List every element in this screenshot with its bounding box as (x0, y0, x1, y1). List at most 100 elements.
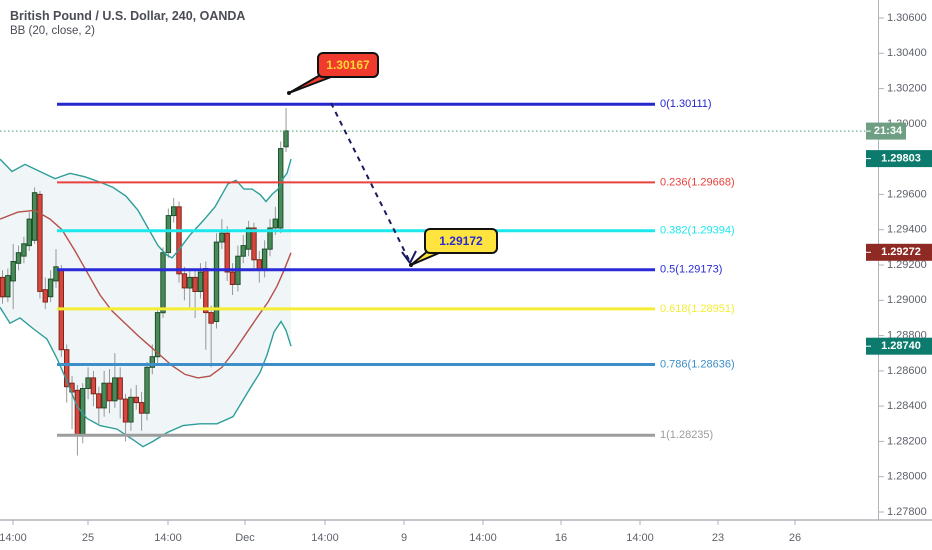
fib-label-0.382: 0.382(1.29394) (660, 225, 735, 237)
price-callout-target[interactable]: 1.29172 (424, 228, 498, 254)
candle (208, 312, 214, 324)
candle (160, 252, 166, 314)
time-label: 14:00 (626, 532, 654, 544)
target_callout-anchor-dot (409, 263, 413, 267)
time-label: 23 (712, 532, 724, 544)
fib-label-0.618: 0.618(1.28951) (660, 303, 735, 315)
bb-lower-tag-label: 1.28740 (881, 340, 921, 352)
candle (138, 402, 145, 414)
candle (15, 252, 22, 264)
candle (149, 356, 156, 368)
countdown-tag-label: 21:34 (874, 125, 903, 137)
price-callout-sell[interactable]: 1.30167 (317, 52, 379, 78)
candle (197, 271, 204, 293)
candle (278, 148, 284, 229)
candle (5, 275, 11, 298)
candle (101, 382, 107, 409)
candle (106, 382, 113, 402)
candle (64, 349, 70, 388)
bb-basis-tag-label: 1.29272 (881, 246, 921, 258)
bb-basis-tag (866, 243, 932, 261)
candle (128, 396, 134, 423)
fib-label-0.786: 0.786(1.28636) (660, 358, 735, 370)
candle (37, 193, 43, 292)
candle (229, 271, 236, 286)
price-label: 1.27800 (887, 506, 927, 518)
candle (192, 276, 198, 292)
price-label: 1.28000 (887, 471, 927, 483)
projection-arrowhead (409, 250, 417, 264)
candle (272, 218, 279, 229)
sell_callout-anchor-dot (287, 91, 291, 95)
price-label: 1.30200 (887, 83, 927, 95)
fib-label-0: 0(1.30111) (660, 98, 712, 110)
bb-upper-tag (866, 150, 932, 168)
time-label: 14:00 (154, 532, 182, 544)
price-label: 1.28400 (887, 400, 927, 412)
candle (53, 266, 59, 282)
time-label: 14:00 (311, 532, 339, 544)
bb-lower-tag (866, 337, 932, 355)
candle (171, 206, 177, 217)
candle (31, 192, 38, 241)
candle (203, 268, 209, 314)
candle (245, 227, 252, 250)
candle (144, 366, 150, 414)
candle (122, 398, 129, 423)
time-label: 25 (82, 532, 94, 544)
price-label: 1.28600 (887, 365, 927, 377)
candle (283, 130, 289, 148)
candle (85, 377, 91, 389)
fib-label-0.5: 0.5(1.29173) (660, 264, 722, 276)
price-label: 1.30600 (887, 12, 927, 24)
price-callout-target-text: 1.29172 (439, 234, 483, 248)
candle (90, 377, 97, 395)
candle (224, 232, 230, 273)
candle (47, 278, 54, 298)
price-label: 1.30400 (887, 47, 927, 59)
candle (176, 206, 182, 275)
price-callout-sell-text: 1.30167 (326, 58, 370, 72)
candle (96, 393, 102, 409)
fib-label-1: 1(1.28235) (660, 429, 713, 441)
candle (219, 232, 225, 243)
candle (165, 215, 172, 254)
price-label: 1.29000 (887, 294, 927, 306)
candle (112, 377, 118, 402)
time-label: 16 (555, 532, 567, 544)
price-label: 1.29200 (887, 259, 927, 271)
countdown-tag (866, 122, 906, 140)
candle (42, 289, 48, 303)
candle (133, 396, 140, 404)
time-label: Dec (235, 532, 255, 544)
price-label: 1.29600 (887, 188, 927, 200)
candle (26, 218, 33, 247)
time-label: 14:00 (469, 532, 497, 544)
candle (240, 245, 246, 257)
price-label: 1.29400 (887, 224, 927, 236)
candle (117, 377, 123, 400)
candle (154, 312, 161, 358)
price-label: 1.28200 (887, 435, 927, 447)
bollinger-upper-line (0, 158, 292, 259)
time-label: 14:00 (0, 532, 27, 544)
fib-label-0.236: 0.236(1.29668) (660, 176, 735, 188)
candle (0, 276, 6, 298)
candle (187, 276, 193, 289)
projection-arrowhead (401, 251, 411, 264)
candle (251, 227, 257, 261)
candle (21, 243, 27, 257)
candle (267, 227, 273, 250)
candle (261, 248, 268, 271)
candle (10, 261, 16, 282)
time-label: 26 (789, 532, 801, 544)
price-label: 1.30000 (887, 118, 927, 130)
candle (181, 273, 188, 289)
bollinger-lower-line (0, 306, 292, 448)
candle (74, 389, 81, 435)
time-label: 9 (401, 532, 407, 544)
candle (213, 241, 220, 323)
bb-upper-tag-label: 1.29803 (881, 153, 921, 165)
